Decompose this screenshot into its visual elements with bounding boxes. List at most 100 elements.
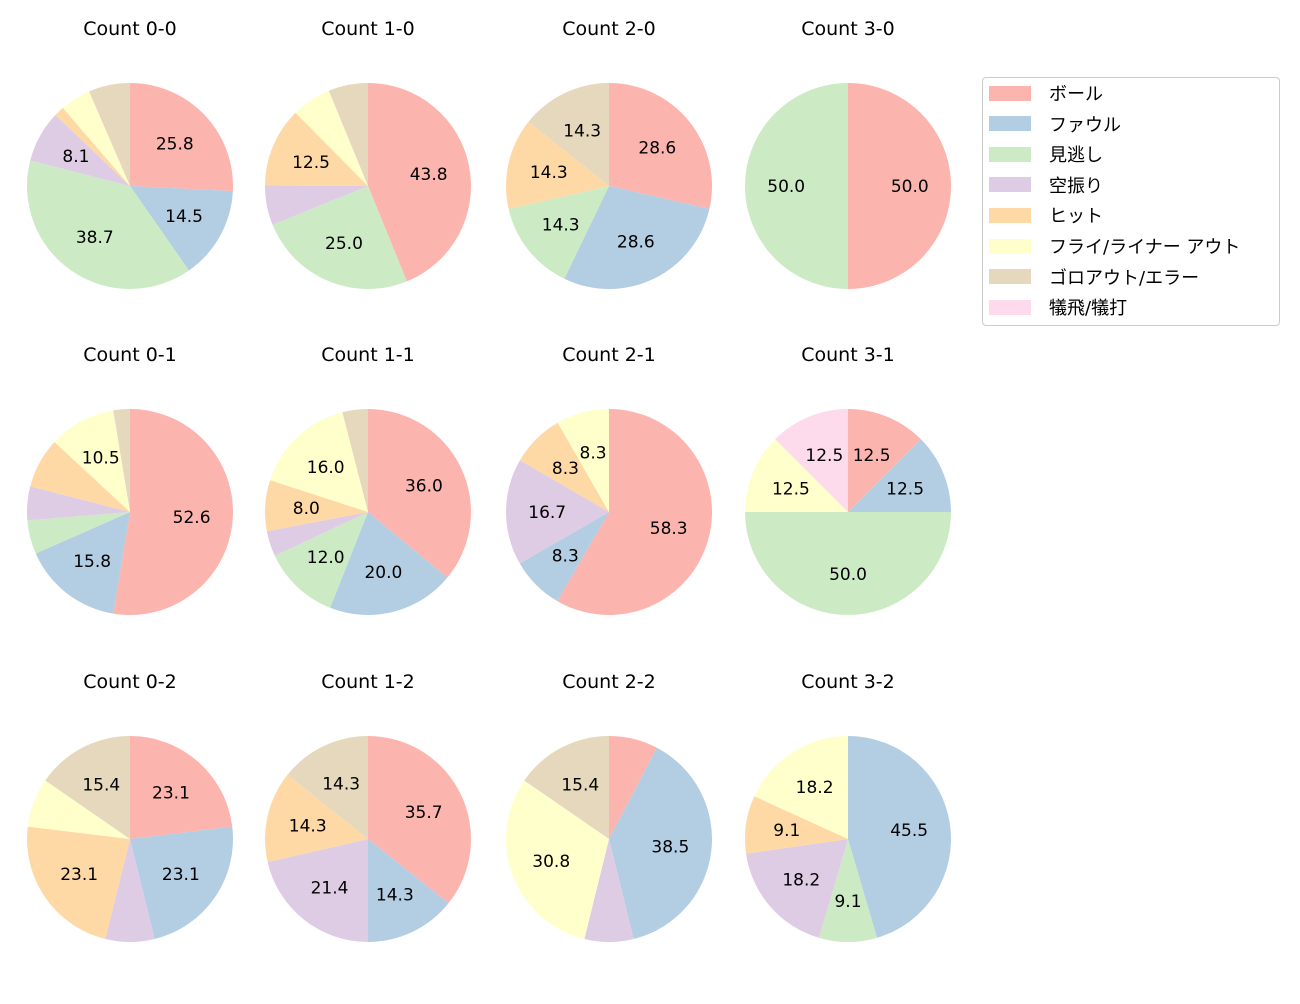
pie-slice	[27, 160, 189, 289]
slice-label: 14.3	[376, 886, 414, 906]
pie-title: Count 1-1	[321, 344, 415, 366]
pie-slice	[609, 736, 657, 839]
slice-label: 14.5	[165, 207, 203, 227]
pie-slice	[368, 736, 472, 904]
pie-slice	[130, 83, 233, 192]
pie-slice	[27, 486, 130, 521]
slice-label: 23.1	[152, 784, 190, 804]
slice-label: 28.6	[638, 138, 676, 158]
slice-label: 25.8	[156, 134, 194, 154]
pie-chart: Count 3-2 45.5 9.1 18.2 9.1 18.2	[745, 671, 951, 942]
pie-slice	[754, 736, 848, 839]
legend-label: ゴロアウト/エラー	[1049, 267, 1200, 289]
legend-item: フライ/ライナー アウト	[989, 235, 1240, 258]
pie-title: Count 2-1	[562, 344, 656, 366]
slice-label: 43.8	[410, 165, 448, 185]
pie-slice	[295, 90, 368, 186]
pie-slice	[505, 780, 609, 940]
pie-slice	[26, 826, 131, 940]
slice-label: 36.0	[405, 477, 443, 497]
pie-slice	[745, 512, 951, 615]
legend-swatch	[989, 116, 1031, 132]
pie-chart: Count 3-0 50.0 50.0	[745, 18, 951, 289]
slice-label: 9.1	[773, 821, 800, 841]
pie-slice	[368, 409, 471, 578]
pie-slice	[528, 83, 609, 186]
slice-label: 23.1	[162, 865, 200, 885]
legend-swatch	[989, 299, 1031, 315]
slice-label: 18.2	[796, 778, 834, 798]
pie-chart: Count 0-2 23.1 23.1 23.1 15.4	[26, 671, 233, 942]
pie-slice	[287, 736, 368, 839]
pie-slice	[506, 121, 609, 209]
pie-slice	[745, 796, 848, 854]
legend-item: 見逃し	[989, 143, 1103, 167]
pie-title: Count 3-0	[801, 18, 895, 40]
pie-chart: Count 2-158.38.316.78.38.3	[506, 344, 712, 615]
pie-slice	[265, 185, 368, 225]
pie-slice	[45, 736, 130, 839]
pie-title: Count 3-1	[801, 344, 895, 366]
pie-slice	[519, 422, 609, 512]
pie-title: Count 0-2	[83, 671, 177, 693]
slice-label: 14.3	[322, 774, 360, 794]
pie-chart: Count 2-2 38.5 30.8 15.4	[505, 671, 713, 942]
pie-slice	[524, 736, 609, 839]
legend-item: 犠飛/犠打	[989, 296, 1128, 320]
legend-swatch	[989, 146, 1031, 162]
legend-label: ボール	[1049, 84, 1103, 105]
slice-label: 12.5	[772, 479, 810, 499]
legend-swatch	[989, 269, 1031, 285]
pie-slice	[265, 112, 368, 186]
legend-swatch	[989, 177, 1031, 193]
pie-slice	[30, 115, 131, 186]
slice-label: 12.5	[805, 446, 843, 466]
slice-label: 12.5	[292, 153, 330, 173]
legend-label: 見逃し	[1049, 145, 1103, 167]
pie-slice	[130, 186, 233, 271]
legend-swatch	[989, 207, 1031, 223]
slice-label: 28.6	[617, 233, 655, 253]
pie-slice	[35, 512, 130, 614]
slice-label: 20.0	[364, 563, 402, 583]
legend: ボール ファウル 見逃し 空振り ヒット フライ/ライナー アウト ゴロアウト/エラー 犠飛/…	[982, 77, 1280, 326]
pie-chart: Count 1-1 36.0 20.0 12.0 8.0 16.0	[265, 344, 471, 615]
pie-slice	[609, 83, 712, 209]
pie-title: Count 2-2	[562, 671, 656, 693]
legend-item: ボール	[989, 82, 1103, 105]
slice-label: 16.7	[528, 503, 566, 523]
slice-label: 16.0	[307, 458, 345, 478]
legend-label: ヒット	[1049, 206, 1103, 228]
legend-label: ファウル	[1049, 114, 1121, 136]
pie-slice	[848, 409, 921, 512]
pie-title: Count 1-0	[321, 18, 415, 40]
pie-slice	[508, 186, 609, 279]
pie-slice	[342, 409, 368, 512]
slice-label: 8.1	[62, 147, 89, 167]
slice-label: 15.4	[561, 775, 599, 795]
pie-slice	[848, 736, 951, 938]
pie-slice	[274, 512, 368, 608]
pie-slice	[609, 747, 713, 940]
slice-label: 50.0	[767, 177, 805, 197]
legend-label: 犠飛/犠打	[1049, 298, 1128, 320]
pie-slice	[519, 512, 609, 602]
pie-slice	[564, 186, 710, 289]
slice-label: 30.8	[532, 852, 570, 872]
pie-slice	[506, 460, 609, 564]
slice-label: 12.0	[307, 548, 345, 568]
pie-slice	[89, 83, 130, 186]
pie-slice	[775, 409, 848, 512]
legend-item: ファウル	[989, 113, 1121, 136]
slice-label: 14.3	[563, 121, 601, 141]
pie-chart: Count 0-1 52.6 15.8 10.5	[27, 344, 233, 615]
slice-label: 15.4	[82, 775, 120, 795]
legend-swatch	[989, 238, 1031, 254]
pie-slice	[266, 512, 368, 556]
pie-title: Count 1-2	[321, 671, 415, 693]
slice-label: 12.5	[853, 446, 891, 466]
pie-slice	[818, 839, 878, 942]
pie-slice	[584, 839, 634, 942]
